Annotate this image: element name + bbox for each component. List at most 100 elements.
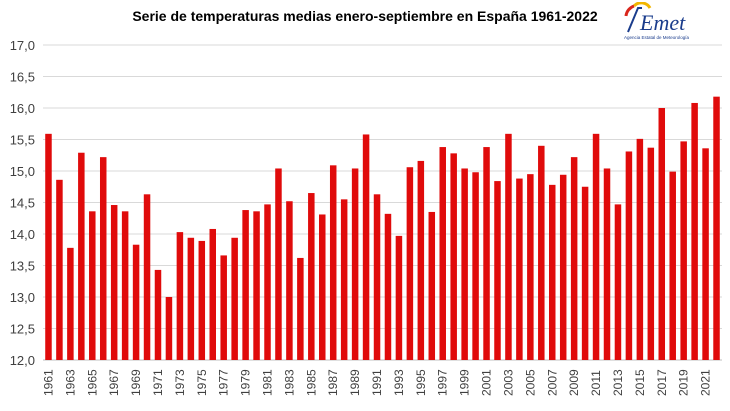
bar-1987 xyxy=(329,165,337,360)
x-tick-label: 1961 xyxy=(41,369,55,396)
bar-2018 xyxy=(669,171,676,360)
bar-1995 xyxy=(417,160,425,360)
x-tick-label: 2017 xyxy=(655,369,669,396)
bar-1993 xyxy=(395,235,403,360)
bar-1963 xyxy=(67,247,74,360)
y-tick-label: 13,0 xyxy=(10,290,35,305)
bar-1972 xyxy=(165,297,173,360)
y-tick-label: 12,5 xyxy=(10,322,35,337)
bar-2012 xyxy=(603,168,611,360)
bar-1986 xyxy=(319,214,326,360)
x-tick-label: 2005 xyxy=(523,369,537,396)
svg-text:Emet: Emet xyxy=(639,10,686,35)
bar-2002 xyxy=(494,181,501,360)
bar-1988 xyxy=(340,199,348,360)
bar-2011 xyxy=(592,133,600,360)
bar-1982 xyxy=(275,168,282,360)
y-tick-label: 12,0 xyxy=(10,353,35,368)
bar-2021 xyxy=(702,148,709,360)
x-tick-label: 1983 xyxy=(282,369,296,396)
x-tick-label: 2021 xyxy=(699,369,713,396)
bar-1967 xyxy=(110,205,118,360)
bar-1992 xyxy=(384,213,392,360)
x-tick-label: 1987 xyxy=(326,369,340,396)
x-tick-label: 2013 xyxy=(611,369,625,396)
bar-1998 xyxy=(450,153,457,360)
x-tick-label: 2011 xyxy=(589,370,603,396)
bar-2000 xyxy=(472,172,479,360)
bar-1976 xyxy=(209,228,216,360)
bar-1965 xyxy=(89,211,96,360)
bar-1971 xyxy=(154,269,162,360)
y-tick-label: 13,5 xyxy=(10,259,35,274)
bar-1973 xyxy=(176,232,184,360)
bar-2015 xyxy=(636,138,644,360)
bar-1991 xyxy=(373,194,381,360)
y-tick-label: 15,0 xyxy=(10,164,35,179)
bar-1974 xyxy=(187,237,195,360)
x-tick-label: 1977 xyxy=(217,369,231,396)
bar-2007 xyxy=(549,184,556,360)
aemet-logo: Emet Agencia Estatal de Meteorología xyxy=(624,2,690,40)
svg-text:Agencia Estatal de Meteorologí: Agencia Estatal de Meteorología xyxy=(624,35,690,40)
x-tick-label: 1971 xyxy=(151,369,165,396)
y-tick-label: 17,0 xyxy=(10,38,35,53)
bar-2010 xyxy=(581,186,589,360)
y-tick-label: 14,5 xyxy=(10,196,35,211)
x-tick-label: 1999 xyxy=(458,369,472,396)
x-tick-label: 1973 xyxy=(173,369,187,396)
bar-2022 xyxy=(713,96,720,360)
x-tick-label: 2019 xyxy=(677,369,691,396)
x-tick-label: 2003 xyxy=(501,369,515,396)
bar-1981 xyxy=(264,204,271,360)
bar-1969 xyxy=(132,244,140,360)
bar-1997 xyxy=(439,147,446,360)
x-tick-label: 2001 xyxy=(480,369,494,396)
x-tick-label: 2015 xyxy=(633,369,647,396)
bar-1961 xyxy=(45,133,52,360)
x-tick-label: 1985 xyxy=(304,369,318,396)
x-tick-label: 1995 xyxy=(414,369,428,396)
bar-2003 xyxy=(505,133,512,360)
x-tick-label: 1993 xyxy=(392,369,406,396)
bar-1999 xyxy=(461,168,468,360)
y-tick-label: 16,0 xyxy=(10,101,35,116)
y-tick-label: 15,5 xyxy=(10,133,35,148)
bar-2013 xyxy=(614,204,622,360)
chart-title: Serie de temperaturas medias enero-septi… xyxy=(132,8,598,24)
bar-1990 xyxy=(362,134,370,360)
bar-1994 xyxy=(406,167,414,360)
bar-2014 xyxy=(625,151,633,360)
bar-1964 xyxy=(78,152,85,360)
x-tick-label: 2007 xyxy=(545,369,559,396)
bar-2008 xyxy=(559,174,567,360)
bar-1979 xyxy=(242,210,249,360)
x-tick-label: 1981 xyxy=(261,369,275,396)
bar-1983 xyxy=(286,201,293,360)
bar-1968 xyxy=(121,211,129,360)
x-tick-label: 2009 xyxy=(567,369,581,396)
x-tick-label: 1991 xyxy=(370,369,384,396)
x-tick-label: 1965 xyxy=(85,369,99,396)
bar-1966 xyxy=(99,157,107,360)
bar-1989 xyxy=(351,168,359,360)
bar-2020 xyxy=(691,102,698,361)
bar-2019 xyxy=(680,141,687,360)
bar-2016 xyxy=(647,147,655,360)
x-tick-label: 1969 xyxy=(129,369,143,396)
bar-1975 xyxy=(198,240,206,360)
bar-1977 xyxy=(220,255,227,360)
bar-2005 xyxy=(527,174,534,360)
x-tick-label: 1963 xyxy=(63,369,77,396)
bar-2001 xyxy=(483,147,490,360)
bar-1978 xyxy=(231,237,238,360)
x-tick-label: 1975 xyxy=(195,369,209,396)
bar-2017 xyxy=(658,108,666,360)
bar-1996 xyxy=(428,211,436,360)
bar-1984 xyxy=(297,257,304,360)
x-tick-label: 1979 xyxy=(239,369,253,396)
y-tick-label: 16,5 xyxy=(10,70,35,85)
bar-2009 xyxy=(570,157,578,360)
bar-1962 xyxy=(56,179,63,360)
